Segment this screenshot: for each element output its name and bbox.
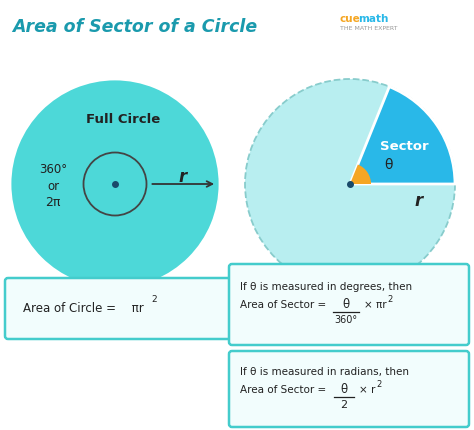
Text: math: math	[358, 14, 388, 24]
Text: Area of Circle =: Area of Circle =	[23, 301, 116, 314]
Text: Area of Sector of a Circle: Area of Sector of a Circle	[12, 18, 257, 36]
Text: θ: θ	[384, 157, 392, 171]
FancyBboxPatch shape	[5, 278, 231, 339]
Text: Full Circle: Full Circle	[86, 113, 160, 126]
Text: cue: cue	[340, 14, 361, 24]
Text: 2: 2	[151, 294, 156, 303]
Text: Area of Sector =: Area of Sector =	[240, 299, 326, 309]
Text: θ: θ	[342, 297, 349, 310]
Text: r: r	[179, 168, 187, 186]
Text: If θ is measured in degrees, then: If θ is measured in degrees, then	[240, 281, 412, 291]
Text: × πr: × πr	[364, 299, 387, 309]
Text: r: r	[414, 191, 422, 209]
Text: or: or	[47, 180, 59, 193]
Text: 2π: 2π	[46, 196, 61, 209]
FancyBboxPatch shape	[229, 351, 469, 427]
Wedge shape	[10, 80, 220, 289]
FancyBboxPatch shape	[229, 264, 469, 345]
Text: θ: θ	[340, 382, 347, 395]
Text: 2: 2	[387, 294, 392, 303]
Text: 2: 2	[340, 399, 347, 409]
Text: 360°: 360°	[335, 314, 357, 324]
Text: 360°: 360°	[39, 163, 67, 176]
Text: If θ is measured in radians, then: If θ is measured in radians, then	[240, 366, 409, 376]
Wedge shape	[350, 165, 371, 184]
Wedge shape	[245, 80, 455, 289]
Text: πr: πr	[128, 301, 144, 314]
Text: 2: 2	[376, 379, 381, 388]
Text: Area of Sector =: Area of Sector =	[240, 384, 326, 394]
Text: × r: × r	[359, 384, 375, 394]
Text: Sector: Sector	[380, 140, 428, 153]
Wedge shape	[350, 87, 455, 184]
Text: THE MATH EXPERT: THE MATH EXPERT	[340, 26, 398, 31]
